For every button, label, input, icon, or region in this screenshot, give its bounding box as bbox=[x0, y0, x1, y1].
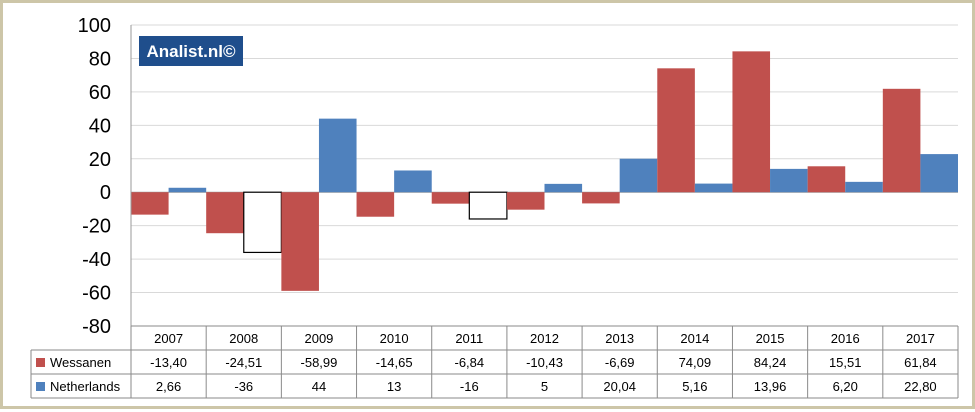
badge-text: Analist.nl© bbox=[146, 42, 236, 61]
data-label: 13,96 bbox=[754, 379, 787, 394]
y-tick-label: 80 bbox=[89, 48, 111, 70]
y-axis: 100 80 60 40 20 0 -20 -40 -60 -80 bbox=[78, 15, 132, 338]
data-label: -6,69 bbox=[605, 355, 635, 370]
y-tick-label: 40 bbox=[89, 115, 111, 137]
category-label: 2007 bbox=[154, 331, 183, 346]
data-label: 61,84 bbox=[904, 355, 937, 370]
bar-chart: 100 80 60 40 20 0 -20 -40 -60 -80 2007 2008 2009 201… bbox=[30, 15, 959, 399]
data-label: -24,51 bbox=[225, 355, 262, 370]
legend-swatch-netherlands bbox=[36, 382, 45, 391]
bar-wessanen-2009 bbox=[281, 192, 319, 291]
data-label: 15,51 bbox=[829, 355, 862, 370]
data-label: 22,80 bbox=[904, 379, 937, 394]
bar-netherlands-2013 bbox=[619, 158, 658, 193]
legend-label-wessanen: Wessanen bbox=[50, 355, 111, 370]
category-label: 2013 bbox=[605, 331, 634, 346]
bar-netherlands-2009 bbox=[318, 118, 357, 193]
bar-netherlands-2016 bbox=[845, 181, 883, 193]
category-label: 2016 bbox=[831, 331, 860, 346]
category-label: 2010 bbox=[380, 331, 409, 346]
y-tick-label: 60 bbox=[89, 82, 111, 104]
data-label: 13 bbox=[387, 379, 401, 394]
category-label: 2014 bbox=[680, 331, 709, 346]
data-label: -16 bbox=[460, 379, 479, 394]
bar-wessanen-2015 bbox=[732, 51, 771, 193]
data-label: 44 bbox=[312, 379, 326, 394]
category-label: 2012 bbox=[530, 331, 559, 346]
data-label: -36 bbox=[234, 379, 253, 394]
y-tick-label: -60 bbox=[82, 283, 111, 305]
bar-wessanen-2013 bbox=[582, 192, 620, 204]
category-label: 2011 bbox=[455, 331, 483, 346]
bar-netherlands-2012 bbox=[544, 183, 583, 193]
bar-wessanen-2017 bbox=[882, 88, 921, 193]
legend-swatch-wessanen bbox=[36, 358, 45, 367]
data-label: -6,84 bbox=[454, 355, 484, 370]
data-label: 6,20 bbox=[833, 379, 858, 394]
bar-wessanen-2012 bbox=[506, 192, 545, 210]
bar-wessanen-2011 bbox=[431, 192, 470, 204]
bar-wessanen-2007 bbox=[131, 192, 169, 215]
data-label: 2,66 bbox=[156, 379, 181, 394]
data-label: -13,40 bbox=[150, 355, 187, 370]
category-label: 2017 bbox=[906, 331, 935, 346]
bar-netherlands-2017 bbox=[920, 154, 958, 193]
data-label: 5,16 bbox=[682, 379, 707, 394]
y-tick-label: -40 bbox=[82, 249, 111, 271]
bar-netherlands-2008 bbox=[243, 191, 282, 254]
y-tick-label: 20 bbox=[89, 149, 111, 171]
bar-netherlands-2007 bbox=[168, 187, 207, 193]
data-label: 84,24 bbox=[754, 355, 787, 370]
bar-netherlands-2014 bbox=[694, 183, 733, 193]
data-label: 20,04 bbox=[603, 379, 636, 394]
category-label: 2008 bbox=[229, 331, 258, 346]
bar-netherlands-2015 bbox=[770, 168, 808, 193]
bar-wessanen-2008 bbox=[206, 192, 244, 234]
bar-netherlands-2011 bbox=[468, 191, 508, 220]
data-label: -58,99 bbox=[301, 355, 338, 370]
category-label: 2015 bbox=[756, 331, 785, 346]
data-label: -10,43 bbox=[526, 355, 563, 370]
y-tick-label: -20 bbox=[82, 216, 111, 238]
data-label: 5 bbox=[541, 379, 548, 394]
data-table: 2007 2008 2009 2010 2011 2012 2013 2014 2015 2016… bbox=[30, 325, 959, 399]
bar-netherlands-2010 bbox=[394, 170, 432, 193]
data-label: 74,09 bbox=[679, 355, 712, 370]
watermark-badge: Analist.nl© bbox=[139, 36, 243, 66]
data-label: -14,65 bbox=[376, 355, 413, 370]
y-tick-label: 100 bbox=[78, 15, 111, 37]
legend-label-netherlands: Netherlands bbox=[50, 379, 121, 394]
bar-wessanen-2010 bbox=[356, 192, 395, 217]
category-label: 2009 bbox=[304, 331, 333, 346]
badge-background bbox=[139, 36, 243, 66]
bar-wessanen-2014 bbox=[657, 68, 695, 193]
y-tick-label: -80 bbox=[82, 316, 111, 338]
y-tick-label: 0 bbox=[100, 182, 111, 204]
bars bbox=[131, 51, 958, 291]
bar-wessanen-2016 bbox=[807, 166, 846, 193]
